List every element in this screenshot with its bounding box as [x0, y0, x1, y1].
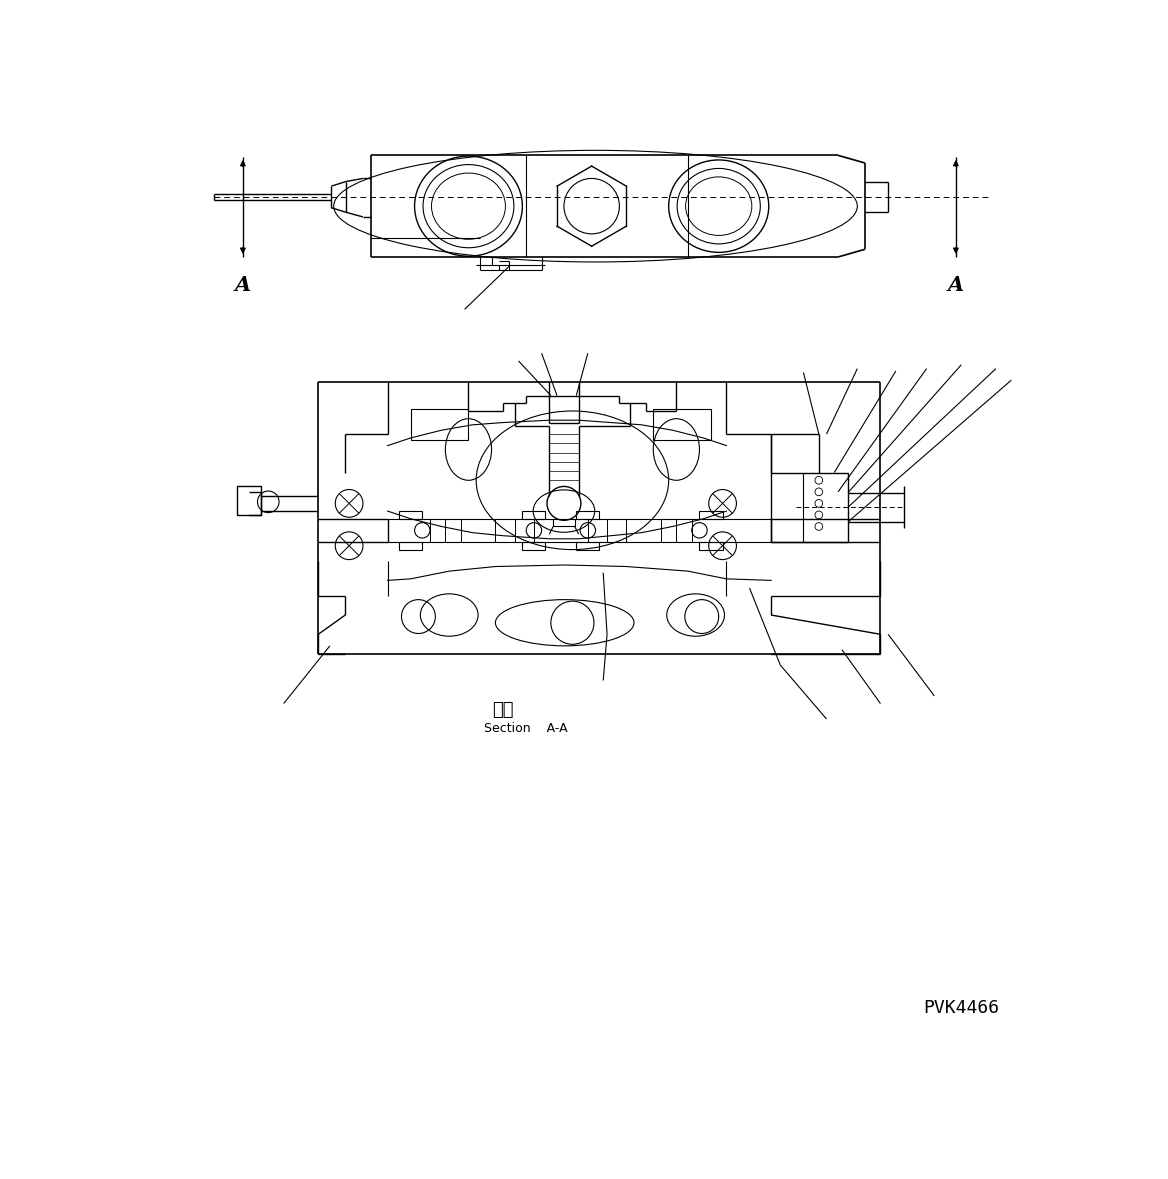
Bar: [522, 511, 545, 519]
Bar: [700, 542, 723, 549]
Bar: [771, 473, 848, 542]
Text: A: A: [235, 275, 251, 295]
Bar: [399, 542, 423, 549]
Bar: [653, 409, 711, 440]
Bar: [522, 542, 545, 549]
Text: PVK4466: PVK4466: [923, 999, 1000, 1016]
Bar: [576, 542, 599, 549]
Bar: [700, 511, 723, 519]
Text: Section    A-A: Section A-A: [485, 722, 568, 735]
Text: A: A: [947, 275, 964, 295]
Bar: [576, 511, 599, 519]
Bar: [399, 511, 423, 519]
Bar: [411, 409, 468, 440]
Bar: [237, 487, 260, 515]
Text: 断面: 断面: [493, 700, 514, 719]
